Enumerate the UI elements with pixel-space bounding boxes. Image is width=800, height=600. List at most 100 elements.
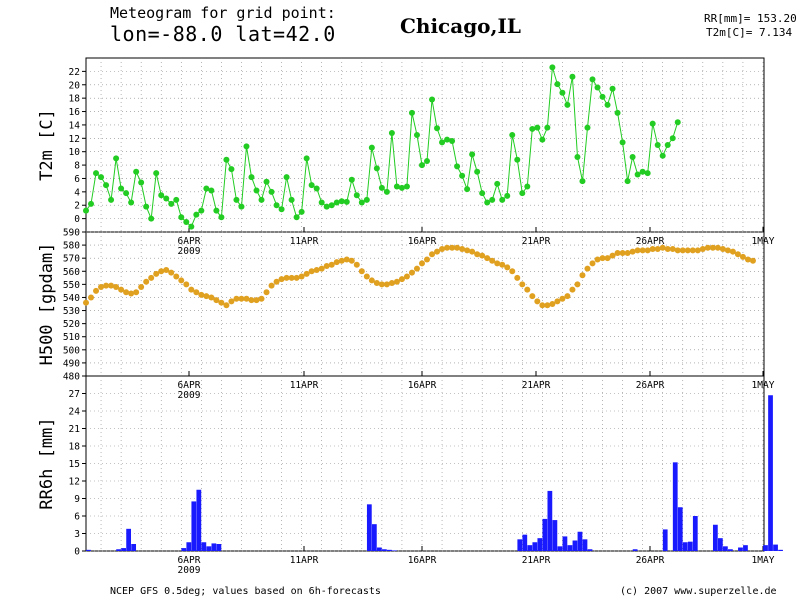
h500-point	[208, 294, 215, 301]
h500-point	[353, 261, 360, 268]
t2m-point	[238, 203, 245, 210]
rr6h-bar	[527, 545, 533, 551]
y-axis-label: T2m [C]	[37, 109, 57, 181]
x-tick-label: 11APR	[290, 236, 319, 247]
rr6h-bar	[682, 542, 688, 551]
t2m-point	[659, 152, 666, 159]
t2m-point	[103, 182, 110, 189]
h500-point	[403, 273, 410, 280]
rr6h-bar	[672, 462, 678, 551]
t2m-point	[614, 109, 621, 116]
h500-point	[504, 264, 511, 271]
h500-point	[338, 257, 345, 264]
h500-point	[393, 278, 400, 285]
h500-point	[303, 270, 310, 277]
h500-point	[499, 261, 506, 268]
x-tick-label: 26APR	[636, 380, 665, 391]
t2m-point	[454, 163, 461, 170]
rr6h-bar	[572, 540, 578, 551]
h500-point	[168, 269, 175, 276]
h500-point	[98, 283, 105, 290]
h500-point	[714, 244, 721, 251]
h500-point	[669, 246, 676, 253]
rr6h-bar	[186, 542, 192, 551]
t2m-point	[128, 199, 135, 206]
t2m-point	[549, 64, 556, 71]
header-t2m-mean: T2m[C]= 7.134	[706, 26, 793, 39]
t2m-point	[198, 207, 205, 214]
header-title-line1: Meteogram for grid point:	[110, 4, 336, 22]
x-tick-label: 1MAY	[752, 236, 775, 247]
t2m-point	[484, 199, 491, 206]
y-axis-label: RR6h [mm]	[37, 417, 57, 509]
rr6h-bar	[392, 550, 397, 551]
t2m-point	[469, 151, 476, 158]
t2m-point	[133, 168, 140, 175]
t2m-point	[629, 154, 636, 161]
h500-point	[684, 247, 691, 254]
t2m-point	[599, 93, 606, 100]
t2m-point	[183, 218, 190, 225]
h500-point	[298, 273, 305, 280]
rr6h-bar	[552, 520, 558, 551]
y-tick-label: 4	[74, 187, 80, 198]
y-tick-label: 530	[63, 306, 80, 317]
h500-point	[589, 260, 596, 267]
y-tick-label: 3	[74, 529, 80, 540]
t2m-point	[358, 199, 365, 206]
h500-point	[228, 298, 235, 305]
h500-point	[163, 266, 170, 273]
h500-point	[634, 247, 641, 254]
t2m-point	[408, 109, 415, 116]
h500-point	[459, 246, 466, 253]
t2m-point	[113, 155, 120, 162]
h500-point	[213, 297, 220, 304]
h500-point	[569, 286, 576, 293]
h500-point	[604, 255, 611, 262]
t2m-point	[664, 142, 671, 148]
h500-point	[449, 244, 456, 251]
t2m-point	[434, 125, 441, 132]
t2m-point	[398, 184, 405, 191]
t2m-point	[193, 211, 200, 218]
rr6h-bar	[662, 529, 668, 551]
x-tick-label: 26APR	[636, 236, 665, 247]
y-tick-label: 16	[69, 107, 81, 118]
h500-point	[664, 246, 671, 253]
y-tick-label: 550	[63, 280, 80, 291]
h500-point	[118, 286, 125, 293]
t2m-point	[293, 214, 300, 221]
t2m-point	[98, 174, 105, 181]
h500-point	[148, 274, 155, 281]
x-tick-label: 21APR	[522, 555, 551, 566]
h500-point	[153, 270, 160, 277]
t2m-point	[418, 162, 425, 169]
t2m-point	[594, 84, 601, 91]
h500-point	[103, 282, 110, 289]
h500-point	[203, 293, 210, 300]
h500-point	[519, 281, 526, 288]
h500-point	[128, 290, 135, 297]
h500-point	[614, 249, 621, 256]
t2m-point	[123, 190, 130, 197]
h500-point	[343, 256, 350, 263]
y-tick-label: 10	[69, 147, 81, 158]
t2m-point	[559, 89, 566, 96]
h500-point	[579, 272, 586, 279]
h500-point	[479, 252, 486, 259]
t2m-point	[153, 170, 160, 177]
y-tick-label: 490	[63, 358, 80, 369]
footer-source: NCEP GFS 0.5deg; values based on 6h-fore…	[110, 586, 381, 597]
t2m-point	[108, 196, 115, 203]
y-tick-label: 18	[69, 94, 81, 105]
h500-point	[639, 247, 646, 254]
t2m-point	[524, 183, 531, 190]
rr6h-bar	[121, 548, 126, 551]
t2m-point	[278, 206, 285, 213]
t2m-point	[584, 124, 591, 131]
rr6h-bar	[687, 541, 693, 551]
t2m-point	[258, 196, 265, 203]
t2m-point	[118, 185, 125, 192]
rr6h-bar	[768, 395, 773, 551]
